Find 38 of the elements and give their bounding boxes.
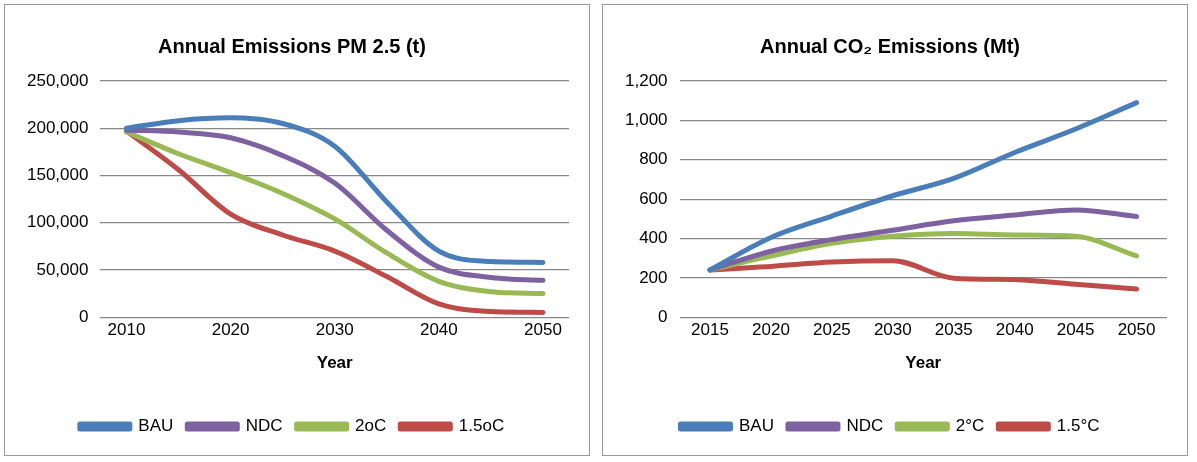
legend-label: NDC: [846, 416, 884, 436]
x-tick-label: 2045: [1056, 320, 1095, 340]
legend-label: 2°C: [955, 416, 985, 436]
x-tick-label: 2030: [873, 320, 912, 340]
x-tick-label: 2020: [211, 320, 250, 340]
y-tick-label: 800: [639, 149, 668, 169]
x-tick-label: 2040: [995, 320, 1034, 340]
y-tick-label: 200: [639, 267, 668, 287]
legend-label: NDC: [245, 416, 283, 436]
x-tick-label: 2040: [419, 320, 458, 340]
legend-label: BAU: [738, 416, 774, 436]
y-tick-label: 1,200: [624, 70, 668, 90]
chart-title: Annual Emissions PM 2.5 (t): [158, 34, 426, 57]
y-tick-label: 600: [639, 188, 668, 208]
legend-label: 1.5°C: [1056, 416, 1100, 436]
x-axis-title: Year: [905, 353, 942, 373]
y-tick-label: 1,000: [624, 110, 668, 130]
x-tick-label: 2035: [934, 320, 973, 340]
x-tick-label: 2020: [752, 320, 790, 340]
x-tick-label: 2050: [524, 320, 562, 340]
chart-title: Annual CO₂ Emissions (Mt): [759, 34, 1021, 57]
x-tick-label: 2015: [691, 320, 729, 340]
legend-label: 2oC: [355, 416, 387, 436]
y-tick-label: 150,000: [27, 165, 89, 185]
x-axis-title: Year: [316, 353, 354, 373]
y-tick-label: 200,000: [27, 117, 89, 137]
y-tick-label: 100,000: [27, 212, 89, 232]
y-tick-label: 50,000: [36, 259, 89, 279]
y-tick-label: 250,000: [27, 70, 89, 90]
legend-label: BAU: [138, 416, 174, 436]
x-tick-label: 2010: [107, 320, 146, 340]
legend-label: 1.5oC: [458, 416, 505, 436]
x-tick-label: 2030: [315, 320, 354, 340]
y-tick-label: 0: [658, 306, 668, 326]
x-tick-label: 2025: [812, 320, 851, 340]
y-tick-label: 400: [639, 228, 668, 248]
y-tick-label: 0: [78, 306, 89, 326]
x-tick-label: 2050: [1117, 320, 1156, 340]
